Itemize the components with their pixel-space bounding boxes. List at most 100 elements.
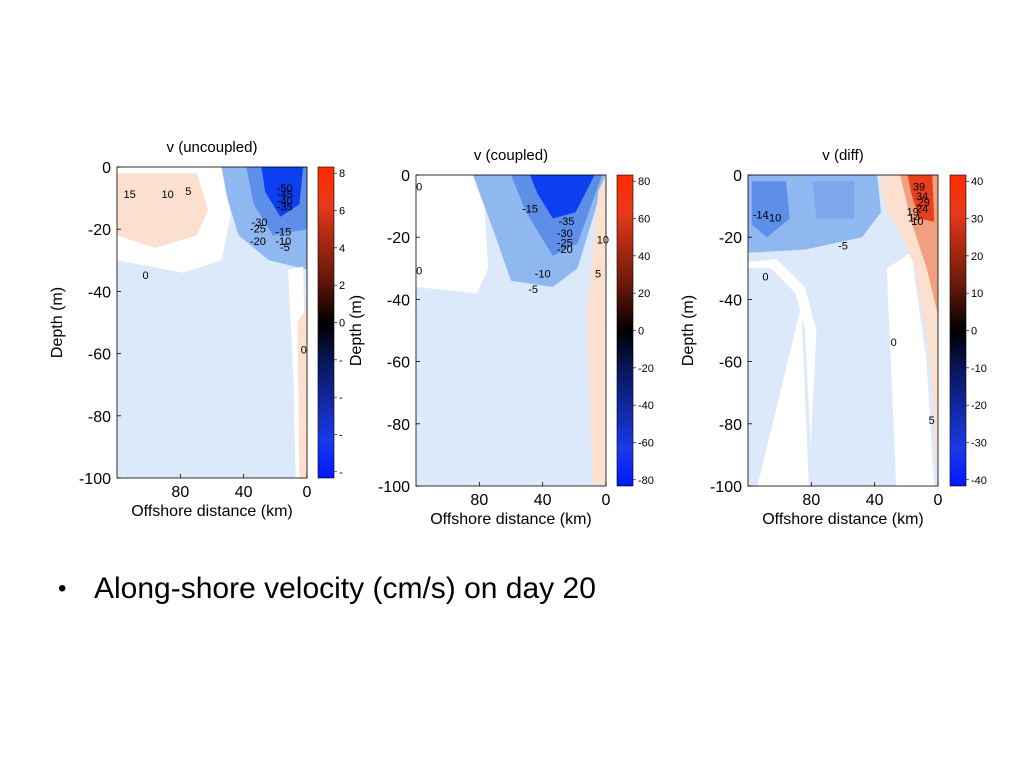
contour-region	[751, 181, 790, 238]
contour-label: 0	[416, 266, 422, 278]
y-tick-label: -20	[719, 230, 742, 247]
contour-label: 10	[911, 216, 923, 228]
contour-region	[587, 175, 606, 486]
contour-label: -5	[838, 241, 848, 253]
x-tick-label: 80	[171, 484, 189, 501]
contour-label: -15	[522, 203, 538, 215]
contour-region	[297, 307, 307, 478]
contour-label: 0	[142, 270, 148, 282]
heatmap-field	[416, 175, 606, 486]
contour-label: -5	[528, 284, 538, 296]
colorbar-tick-label: -	[339, 467, 343, 479]
y-tick-label: -60	[719, 355, 742, 372]
colorbar-tick-label: 60	[638, 214, 650, 226]
colorbar-tick-label: -	[339, 355, 343, 367]
y-tick-label: -100	[79, 471, 111, 488]
x-tick-label: 80	[470, 492, 488, 509]
x-tick-label: 80	[802, 492, 820, 509]
colorbar-tick-label: 20	[638, 288, 650, 300]
colorbar-tick-label: -30	[971, 437, 987, 449]
contour-label: -10	[765, 213, 781, 225]
y-axis-label: Depth (m)	[680, 295, 697, 366]
contour-region	[757, 305, 809, 486]
contour-label: 5	[929, 415, 935, 427]
contour-label: -50	[277, 183, 293, 195]
x-tick-label: 40	[534, 492, 552, 509]
contour-label: 0	[891, 337, 897, 349]
y-tick-label: -20	[387, 230, 410, 247]
x-axis-label: Offshore distance (km)	[430, 511, 592, 528]
colorbar-tick-label: -	[339, 429, 343, 441]
y-tick-label: -40	[387, 292, 410, 309]
x-tick-label: 40	[235, 484, 253, 501]
y-tick-label: -40	[88, 284, 111, 301]
chart-title: v (diff)	[822, 147, 863, 164]
colorbar-tick-label: -10	[971, 363, 987, 375]
contour-label: 39	[913, 182, 925, 194]
contour-region	[554, 305, 591, 486]
contour-label: 34	[916, 191, 928, 203]
contour-region	[886, 252, 935, 486]
contour-label: -10	[275, 236, 291, 248]
plot-frame	[116, 166, 308, 479]
contour-region	[812, 181, 855, 219]
contour-label: -20	[250, 236, 266, 248]
x-tick-label: 0	[303, 484, 312, 501]
contour-label: -35	[277, 202, 293, 214]
colorbar-tick-label: 10	[971, 288, 983, 300]
contour-label: -25	[250, 223, 266, 235]
y-tick-label: -100	[378, 479, 410, 496]
contour-label: -15	[275, 226, 291, 238]
colorbar	[616, 174, 634, 487]
contour-label: 19	[907, 206, 919, 218]
colorbar-tick-label: -60	[638, 437, 654, 449]
colorbar	[949, 174, 967, 487]
contour-region	[530, 175, 595, 219]
contour-label: 24	[916, 203, 928, 215]
contour-region	[259, 291, 288, 478]
colorbar-tick-label: 40	[971, 176, 983, 188]
y-tick-label: 0	[401, 168, 410, 185]
contour-label: 0	[762, 272, 768, 284]
x-tick-label: 40	[866, 492, 884, 509]
colorbar-tick-label: -20	[638, 363, 654, 375]
contour-label: -30	[252, 217, 268, 229]
contour-label: -30	[557, 228, 573, 240]
contour-label: -40	[277, 195, 293, 207]
y-tick-label: -60	[88, 347, 111, 364]
contour-region	[120, 179, 174, 230]
x-tick-label: 0	[934, 492, 943, 509]
y-tick-label: -100	[710, 479, 742, 496]
colorbar-tick-label: 4	[339, 243, 345, 255]
y-tick-label: 0	[102, 160, 111, 177]
y-tick-label: -40	[719, 292, 742, 309]
colorbar-tick-label: -40	[971, 475, 987, 487]
contour-label: -35	[558, 216, 574, 228]
colorbar-tick-label: 2	[339, 280, 345, 292]
colorbar-tick-label: 8	[339, 168, 345, 180]
x-axis-label: Offshore distance (km)	[762, 511, 924, 528]
plot-frame	[747, 174, 939, 487]
y-tick-label: -80	[88, 409, 111, 426]
plot-frame	[415, 174, 607, 487]
contour-region	[416, 175, 489, 294]
bullet-text: Along-shore velocity (cm/s) on day 20	[94, 572, 596, 605]
heatmap-field	[117, 167, 307, 478]
contour-label: 5	[185, 186, 191, 198]
contour-region	[261, 167, 304, 217]
colorbar-tick-label: 0	[638, 326, 644, 338]
bullet-symbol: •	[58, 575, 67, 602]
contour-label: -5	[280, 242, 290, 254]
contour-label: 5	[595, 269, 601, 281]
contour-label: -45	[277, 189, 293, 201]
contour-label: 10	[597, 234, 609, 246]
y-tick-label: 0	[733, 168, 742, 185]
contour-label: -14	[753, 210, 769, 222]
contour-label: 10	[162, 189, 174, 201]
x-axis-label: Offshore distance (km)	[131, 503, 293, 520]
contour-label: 14	[908, 213, 920, 225]
